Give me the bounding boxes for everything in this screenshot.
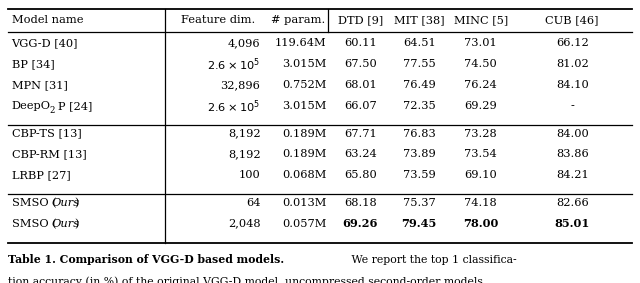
Text: CUB [46]: CUB [46] [545, 15, 599, 25]
Text: tion accuracy (in %) of the original VGG-D model, uncompressed second-order mode: tion accuracy (in %) of the original VGG… [8, 276, 483, 283]
Text: 0.013M: 0.013M [282, 198, 326, 208]
Text: 0.189M: 0.189M [282, 128, 326, 138]
Text: 67.50: 67.50 [344, 59, 377, 69]
Text: -: - [570, 101, 574, 111]
Text: SMSO (: SMSO ( [12, 198, 56, 208]
Text: 82.66: 82.66 [556, 198, 589, 208]
Text: 74.18: 74.18 [464, 198, 497, 208]
Text: 79.45: 79.45 [401, 218, 437, 229]
Text: 73.01: 73.01 [464, 38, 497, 48]
Text: 77.55: 77.55 [403, 59, 436, 69]
Text: ): ) [74, 218, 79, 229]
Text: 4,096: 4,096 [228, 38, 260, 48]
Text: DTD [9]: DTD [9] [338, 15, 383, 25]
Text: 78.00: 78.00 [463, 218, 499, 229]
Text: 69.10: 69.10 [464, 170, 497, 181]
Text: MPN [31]: MPN [31] [12, 80, 67, 90]
Text: 74.50: 74.50 [464, 59, 497, 69]
Text: 73.89: 73.89 [403, 149, 436, 159]
Text: 85.01: 85.01 [554, 218, 590, 229]
Text: 69.29: 69.29 [464, 101, 497, 111]
Text: 76.83: 76.83 [403, 128, 436, 138]
Text: 72.35: 72.35 [403, 101, 436, 111]
Text: 69.26: 69.26 [342, 218, 378, 229]
Text: 75.37: 75.37 [403, 198, 436, 208]
Text: We report the top 1 classifica-: We report the top 1 classifica- [348, 255, 516, 265]
Text: 76.24: 76.24 [464, 80, 497, 90]
Text: CBP-RM [13]: CBP-RM [13] [12, 149, 86, 159]
Text: 0.752M: 0.752M [282, 80, 326, 90]
Text: 66.07: 66.07 [344, 101, 377, 111]
Text: $2.6 \times 10^5$: $2.6 \times 10^5$ [207, 98, 260, 115]
Text: 63.24: 63.24 [344, 149, 377, 159]
Text: 68.01: 68.01 [344, 80, 377, 90]
Text: 64.51: 64.51 [403, 38, 436, 48]
Text: 67.71: 67.71 [344, 128, 377, 138]
Text: 68.18: 68.18 [344, 198, 377, 208]
Text: ): ) [74, 198, 79, 208]
Text: P [24]: P [24] [58, 101, 93, 111]
Text: 0.189M: 0.189M [282, 149, 326, 159]
Text: BP [34]: BP [34] [12, 59, 54, 69]
Text: 3.015M: 3.015M [282, 101, 326, 111]
Text: 8,192: 8,192 [228, 128, 260, 138]
Text: 73.59: 73.59 [403, 170, 436, 181]
Text: CBP-TS [13]: CBP-TS [13] [12, 128, 81, 138]
Text: DeepO: DeepO [12, 101, 51, 111]
Text: 8,192: 8,192 [228, 149, 260, 159]
Text: 66.12: 66.12 [556, 38, 589, 48]
Text: Feature dim.: Feature dim. [181, 15, 256, 25]
Text: 84.00: 84.00 [556, 128, 589, 138]
Text: # param.: # param. [271, 15, 326, 25]
Text: Table 1. Comparison of VGG-D based models.: Table 1. Comparison of VGG-D based model… [8, 254, 284, 265]
Text: 2,048: 2,048 [228, 219, 260, 229]
Text: 2: 2 [50, 106, 55, 115]
Text: 3.015M: 3.015M [282, 59, 326, 69]
Text: 0.068M: 0.068M [282, 170, 326, 181]
Text: 0.057M: 0.057M [282, 219, 326, 229]
Text: Ours: Ours [52, 198, 80, 208]
Text: 119.64M: 119.64M [275, 38, 326, 48]
Text: 83.86: 83.86 [556, 149, 589, 159]
Text: 84.21: 84.21 [556, 170, 589, 181]
Text: MINC [5]: MINC [5] [454, 15, 508, 25]
Text: 100: 100 [239, 170, 260, 181]
Text: $2.6 \times 10^5$: $2.6 \times 10^5$ [207, 56, 260, 72]
Text: 81.02: 81.02 [556, 59, 589, 69]
Text: MIT [38]: MIT [38] [394, 15, 445, 25]
Text: 73.54: 73.54 [464, 149, 497, 159]
Text: 76.49: 76.49 [403, 80, 436, 90]
Text: VGG-D [40]: VGG-D [40] [12, 38, 78, 48]
Text: 65.80: 65.80 [344, 170, 377, 181]
Text: Ours: Ours [52, 219, 80, 229]
Text: 84.10: 84.10 [556, 80, 589, 90]
Text: 73.28: 73.28 [464, 128, 497, 138]
Text: 32,896: 32,896 [221, 80, 260, 90]
Text: 64: 64 [246, 198, 260, 208]
Text: 60.11: 60.11 [344, 38, 377, 48]
Text: Model name: Model name [12, 15, 83, 25]
Text: LRBP [27]: LRBP [27] [12, 170, 70, 181]
Text: SMSO (: SMSO ( [12, 218, 56, 229]
